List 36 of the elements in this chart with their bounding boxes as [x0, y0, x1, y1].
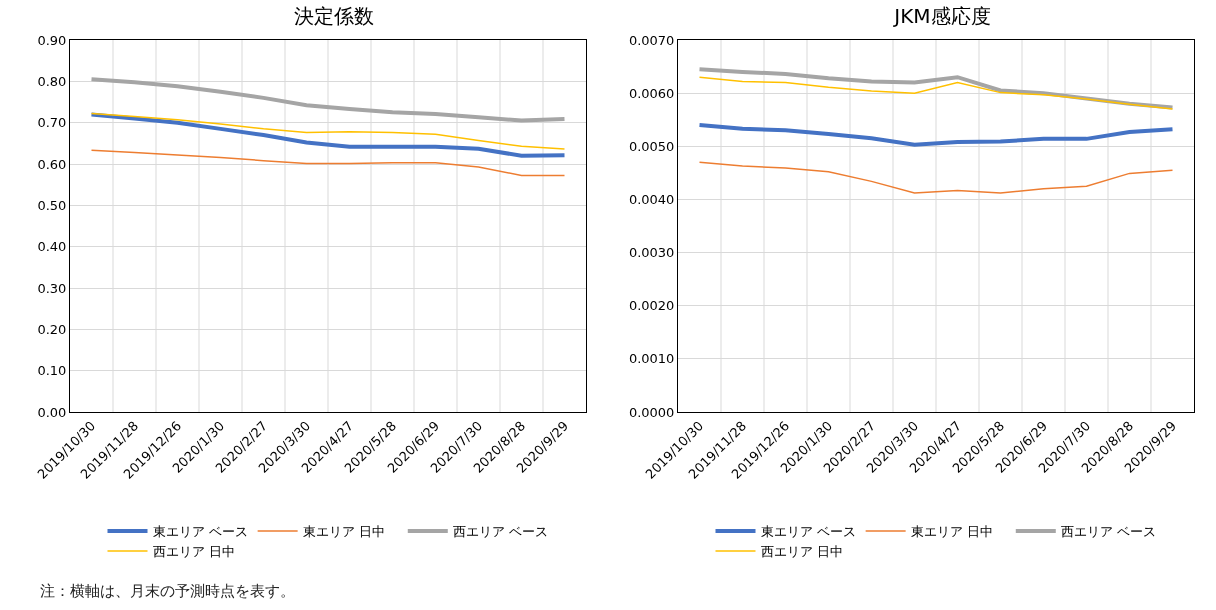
y-tick-label: 0.00 — [37, 404, 67, 420]
y-tick-label: 0.0010 — [628, 351, 675, 367]
line-series — [90, 112, 566, 150]
y-tick-label: 0.70 — [37, 115, 67, 131]
line-series — [698, 76, 1174, 110]
y-tick-label: 0.0020 — [628, 298, 675, 314]
legend-label: 西エリア 日中 — [760, 544, 843, 560]
y-tick-label: 0.50 — [37, 197, 67, 213]
line-series — [90, 149, 566, 177]
legend-label: 西エリア ベース — [452, 524, 548, 540]
legend-label: 西エリア 日中 — [152, 544, 235, 560]
y-tick-label: 0.0000 — [628, 404, 675, 420]
y-tick-label: 0.30 — [37, 280, 67, 296]
y-tick-label: 0.0060 — [628, 85, 675, 101]
text: 注：横軸は、月末の予測時点を表す。 — [40, 582, 295, 601]
y-tick-label: 0.10 — [37, 363, 67, 379]
legend-label: 東エリア ベース — [152, 524, 248, 540]
line-series — [697, 123, 1175, 147]
y-tick-label: 0.90 — [37, 32, 67, 48]
y-tick-label: 0.0050 — [628, 138, 675, 154]
legend-label: 西エリア ベース — [1060, 524, 1156, 540]
legend-label: 東エリア 日中 — [910, 524, 993, 540]
line-series — [698, 161, 1174, 194]
y-tick-label: 0.0040 — [628, 191, 675, 207]
line-series — [89, 112, 567, 158]
legend-label: 東エリア ベース — [760, 524, 856, 540]
y-tick-label: 0.0030 — [628, 245, 675, 261]
y-tick-label: 0.60 — [37, 156, 67, 172]
y-tick-label: 0.40 — [37, 239, 67, 255]
chart-title: JKM感応度 — [892, 3, 991, 28]
y-tick-label: 0.80 — [37, 73, 67, 89]
chart-title: 決定係数 — [294, 3, 375, 28]
y-tick-label: 0.0070 — [628, 32, 675, 48]
legend-label: 東エリア 日中 — [302, 524, 385, 540]
line-series — [89, 77, 567, 123]
y-tick-label: 0.20 — [37, 321, 67, 337]
